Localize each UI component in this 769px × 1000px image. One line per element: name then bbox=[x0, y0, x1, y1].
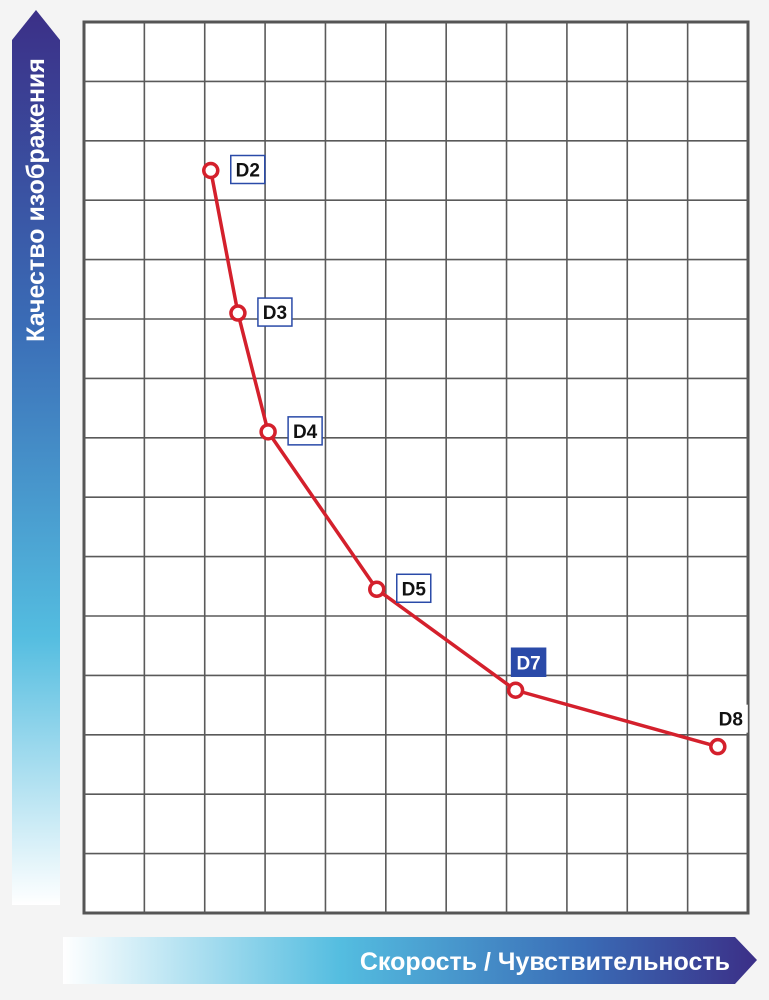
x-axis-arrow bbox=[63, 937, 757, 984]
point-label-box bbox=[230, 154, 266, 185]
y-axis-arrow bbox=[12, 10, 60, 905]
data-point-d8 bbox=[709, 737, 727, 756]
point-label-box bbox=[396, 573, 432, 604]
point-label-box bbox=[287, 416, 323, 446]
plot-area bbox=[82, 20, 750, 915]
point-label-box bbox=[713, 704, 748, 733]
data-point-d2 bbox=[202, 161, 220, 180]
y-axis-label: Качество изображения bbox=[22, 58, 50, 342]
point-label-d8: D8 bbox=[719, 710, 743, 731]
point-label-d3: D3 bbox=[263, 303, 287, 324]
data-point-d3 bbox=[229, 304, 247, 322]
data-point-d5 bbox=[368, 580, 386, 599]
data-point-d7 bbox=[506, 681, 525, 699]
point-label-d5: D5 bbox=[402, 579, 427, 600]
data-point-d4 bbox=[259, 423, 277, 441]
series-red: D2 D3 D4 D5 D7 D8 bbox=[202, 154, 748, 756]
point-label-d2: D2 bbox=[236, 161, 260, 182]
grid bbox=[84, 22, 748, 913]
point-label-box bbox=[257, 297, 293, 327]
point-label-d4: D4 bbox=[293, 422, 318, 443]
point-label-d7: D7 bbox=[516, 653, 540, 674]
series-line bbox=[209, 170, 719, 749]
x-axis-label: Скорость / Чувствительность bbox=[360, 948, 730, 976]
point-label-box bbox=[510, 647, 547, 677]
